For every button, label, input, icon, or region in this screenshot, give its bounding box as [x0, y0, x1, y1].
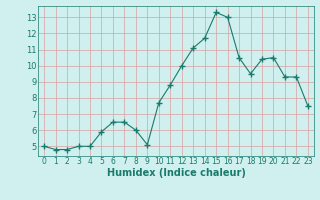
X-axis label: Humidex (Indice chaleur): Humidex (Indice chaleur)	[107, 168, 245, 178]
